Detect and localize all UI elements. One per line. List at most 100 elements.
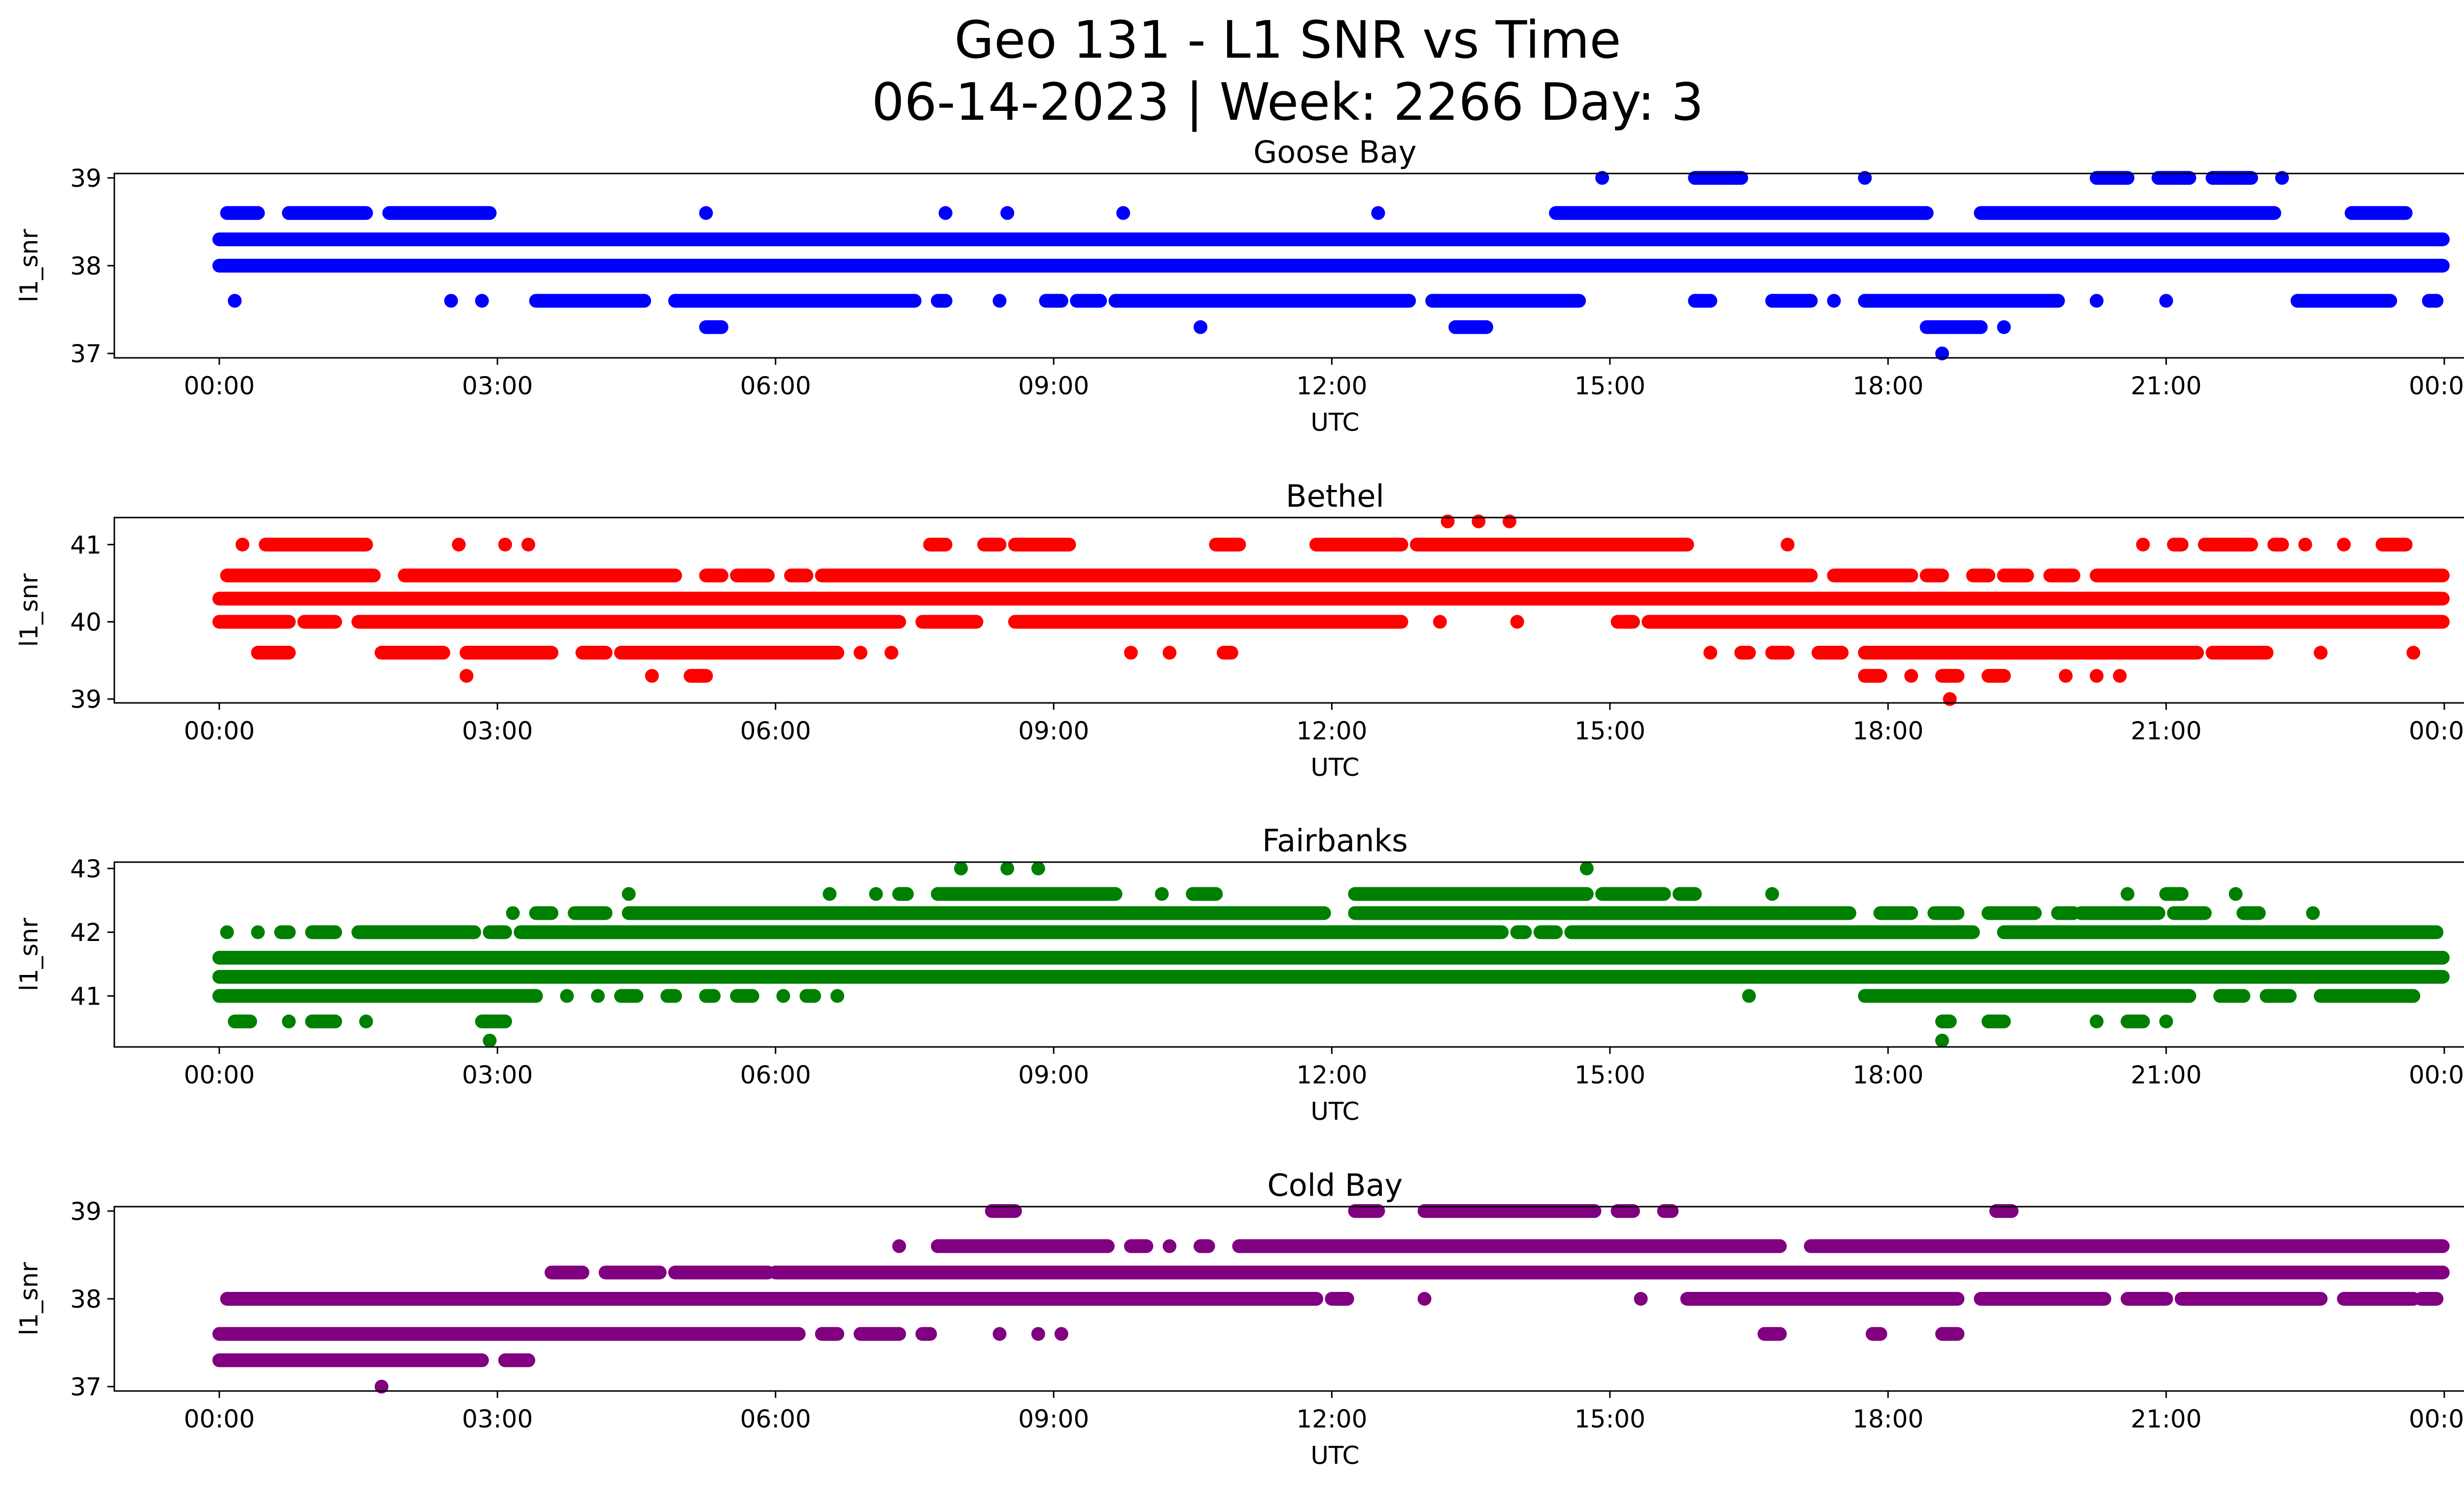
data-point — [375, 1380, 389, 1394]
x-tick-label: 00:00 — [184, 1061, 255, 1089]
x-tick-label: 09:00 — [1018, 1405, 1089, 1433]
data-point — [1433, 615, 1447, 629]
data-point — [1193, 320, 1207, 334]
data-point — [1935, 347, 1949, 361]
data-point — [1827, 294, 1841, 308]
x-tick-label: 21:00 — [2131, 1405, 2202, 1433]
x-tick-label: 15:00 — [1574, 1061, 1645, 1089]
data-point — [2228, 887, 2243, 901]
panel-title: Fairbanks — [1262, 823, 1408, 859]
data-point — [1031, 1327, 1045, 1341]
data-point — [1163, 646, 1177, 660]
data-point — [482, 1034, 497, 1048]
data-point — [2406, 646, 2421, 660]
data-points — [212, 861, 2450, 1048]
data-point — [1510, 615, 1524, 629]
data-point — [2089, 294, 2104, 308]
data-point — [498, 537, 513, 552]
data-point — [2298, 537, 2312, 552]
x-tick-label: 21:00 — [2131, 1061, 2202, 1089]
x-tick-label: 06:00 — [740, 1405, 811, 1433]
data-point — [475, 294, 489, 308]
data-points — [212, 1204, 2450, 1394]
x-tick-label: 09:00 — [1018, 717, 1089, 745]
data-point — [1163, 1239, 1177, 1253]
x-tick-label: 12:00 — [1296, 1405, 1367, 1433]
data-point — [1000, 861, 1015, 875]
data-point — [1371, 206, 1385, 220]
data-point — [645, 669, 659, 683]
data-point — [1595, 171, 1609, 185]
x-tick-label: 18:00 — [1852, 1061, 1923, 1089]
y-tick-label: 38 — [70, 1285, 102, 1314]
data-point — [884, 646, 898, 660]
panel-title: Goose Bay — [1253, 134, 1416, 170]
data-point — [2058, 669, 2073, 683]
data-point — [251, 925, 265, 939]
y-tick-label: 42 — [70, 918, 102, 947]
data-point — [282, 1014, 296, 1029]
data-point — [521, 537, 536, 552]
data-point — [459, 669, 474, 683]
x-axis-label: UTC — [1310, 408, 1359, 437]
x-tick-label: 03:00 — [462, 372, 533, 400]
data-point — [699, 206, 713, 220]
data-point — [938, 206, 953, 220]
y-axis-label: l1_snr — [15, 573, 43, 647]
x-tick-label: 00:00 — [184, 1405, 255, 1433]
data-point — [1440, 514, 1455, 528]
y-tick-label: 41 — [70, 982, 102, 1011]
y-tick-label: 39 — [70, 1197, 102, 1226]
y-tick-label: 43 — [70, 855, 102, 883]
data-points — [212, 514, 2450, 706]
data-point — [992, 1327, 1007, 1341]
data-point — [1054, 1327, 1068, 1341]
x-tick-label: 15:00 — [1574, 1405, 1645, 1433]
figure-title: Geo 131 - L1 SNR vs Time 06-14-2023 | We… — [0, 9, 2464, 133]
data-point — [2306, 906, 2320, 920]
x-tick-label: 06:00 — [740, 717, 811, 745]
y-axis-label: l1_snr — [15, 918, 43, 991]
x-tick-label: 12:00 — [1296, 717, 1367, 745]
panel-title: Cold Bay — [1267, 1167, 1403, 1203]
x-tick-label: 12:00 — [1296, 372, 1367, 400]
y-tick-label: 37 — [70, 340, 102, 368]
data-point — [1935, 1034, 1949, 1048]
data-point — [2275, 171, 2289, 185]
x-tick-label: 00:00 — [2409, 717, 2464, 745]
y-tick-label: 39 — [70, 685, 102, 714]
panel-title: Bethel — [1286, 478, 1384, 514]
data-point — [444, 294, 458, 308]
x-axis-label: UTC — [1310, 1097, 1359, 1126]
x-tick-label: 06:00 — [740, 1061, 811, 1089]
panel-fairbanks: Fairbanks 00:00 03:00 06:00 09:00 12:00 15:00 1… — [15, 823, 2464, 1126]
data-point — [869, 887, 883, 901]
data-point — [892, 1239, 906, 1253]
panel-cold-bay: Cold Bay 00:00 03:00 06:00 09:00 12:00 15:00 18… — [15, 1167, 2464, 1470]
data-point — [1124, 646, 1138, 660]
data-point — [1155, 887, 1169, 901]
data-point — [1116, 206, 1130, 220]
data-point — [2113, 669, 2127, 683]
data-point — [1579, 861, 1594, 875]
data-point — [621, 887, 636, 901]
x-axis-label: UTC — [1310, 753, 1359, 782]
y-tick-label: 39 — [70, 164, 102, 193]
data-point — [830, 989, 845, 1003]
y-tick-label: 38 — [70, 252, 102, 280]
x-tick-label: 03:00 — [462, 1061, 533, 1089]
x-tick-label: 00:00 — [2409, 1061, 2464, 1089]
axes-frame — [113, 861, 2464, 1048]
data-point — [2121, 887, 2135, 901]
data-point — [992, 294, 1007, 308]
x-tick-label: 12:00 — [1296, 1061, 1367, 1089]
x-tick-label: 15:00 — [1574, 372, 1645, 400]
data-point — [359, 1014, 373, 1029]
panel-bethel: Bethel 00:00 03:00 06:00 09:00 12:00 15:00 18:0… — [15, 478, 2464, 782]
figure-title-line-2: 06-14-2023 | Week: 2266 Day: 3 — [871, 72, 1704, 132]
figure-title-line-1: Geo 131 - L1 SNR vs Time — [954, 10, 1621, 70]
y-axis-label: l1_snr — [15, 1262, 43, 1335]
data-point — [1904, 669, 1918, 683]
x-axis-label: UTC — [1310, 1441, 1359, 1470]
